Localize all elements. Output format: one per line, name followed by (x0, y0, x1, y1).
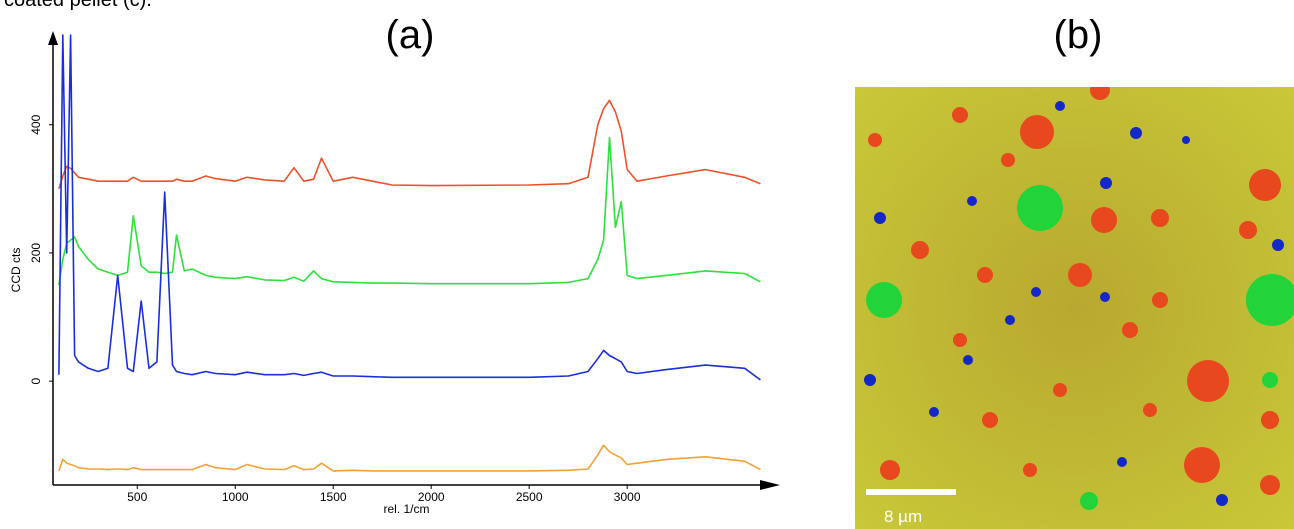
y-axis-arrow (48, 31, 58, 45)
x-tick-label: 2000 (418, 490, 445, 504)
x-tick-label: 1000 (222, 490, 249, 504)
scale-bar-label: 8 µm (884, 507, 922, 526)
plot-area: 500 1000 1500 2000 2500 3000 0 200 400 rel. 1/cm C… (9, 31, 780, 516)
spectrum-line (58, 136, 761, 286)
caption-fragment: coated pellet (c). (4, 0, 152, 11)
x-tick-label: 500 (127, 490, 147, 504)
y-tick-label: 0 (29, 377, 43, 384)
micrograph: 8 µm (855, 87, 1294, 529)
x-tick-label: 2500 (516, 490, 543, 504)
panel-a-title: (a) (386, 13, 435, 57)
y-tick-label: 200 (29, 243, 43, 263)
x-axis-arrow (760, 480, 780, 490)
spectrum-line (58, 444, 761, 472)
x-axis-label: rel. 1/cm (383, 502, 429, 516)
y-tick-label: 400 (29, 114, 43, 134)
spectrum-line (58, 99, 761, 190)
y-axis-label: CCD cts (9, 248, 23, 293)
spectrum-line (58, 34, 761, 381)
x-tick-label: 3000 (614, 490, 641, 504)
x-tick-label: 1500 (320, 490, 347, 504)
panel-b-title: (b) (1054, 13, 1103, 57)
